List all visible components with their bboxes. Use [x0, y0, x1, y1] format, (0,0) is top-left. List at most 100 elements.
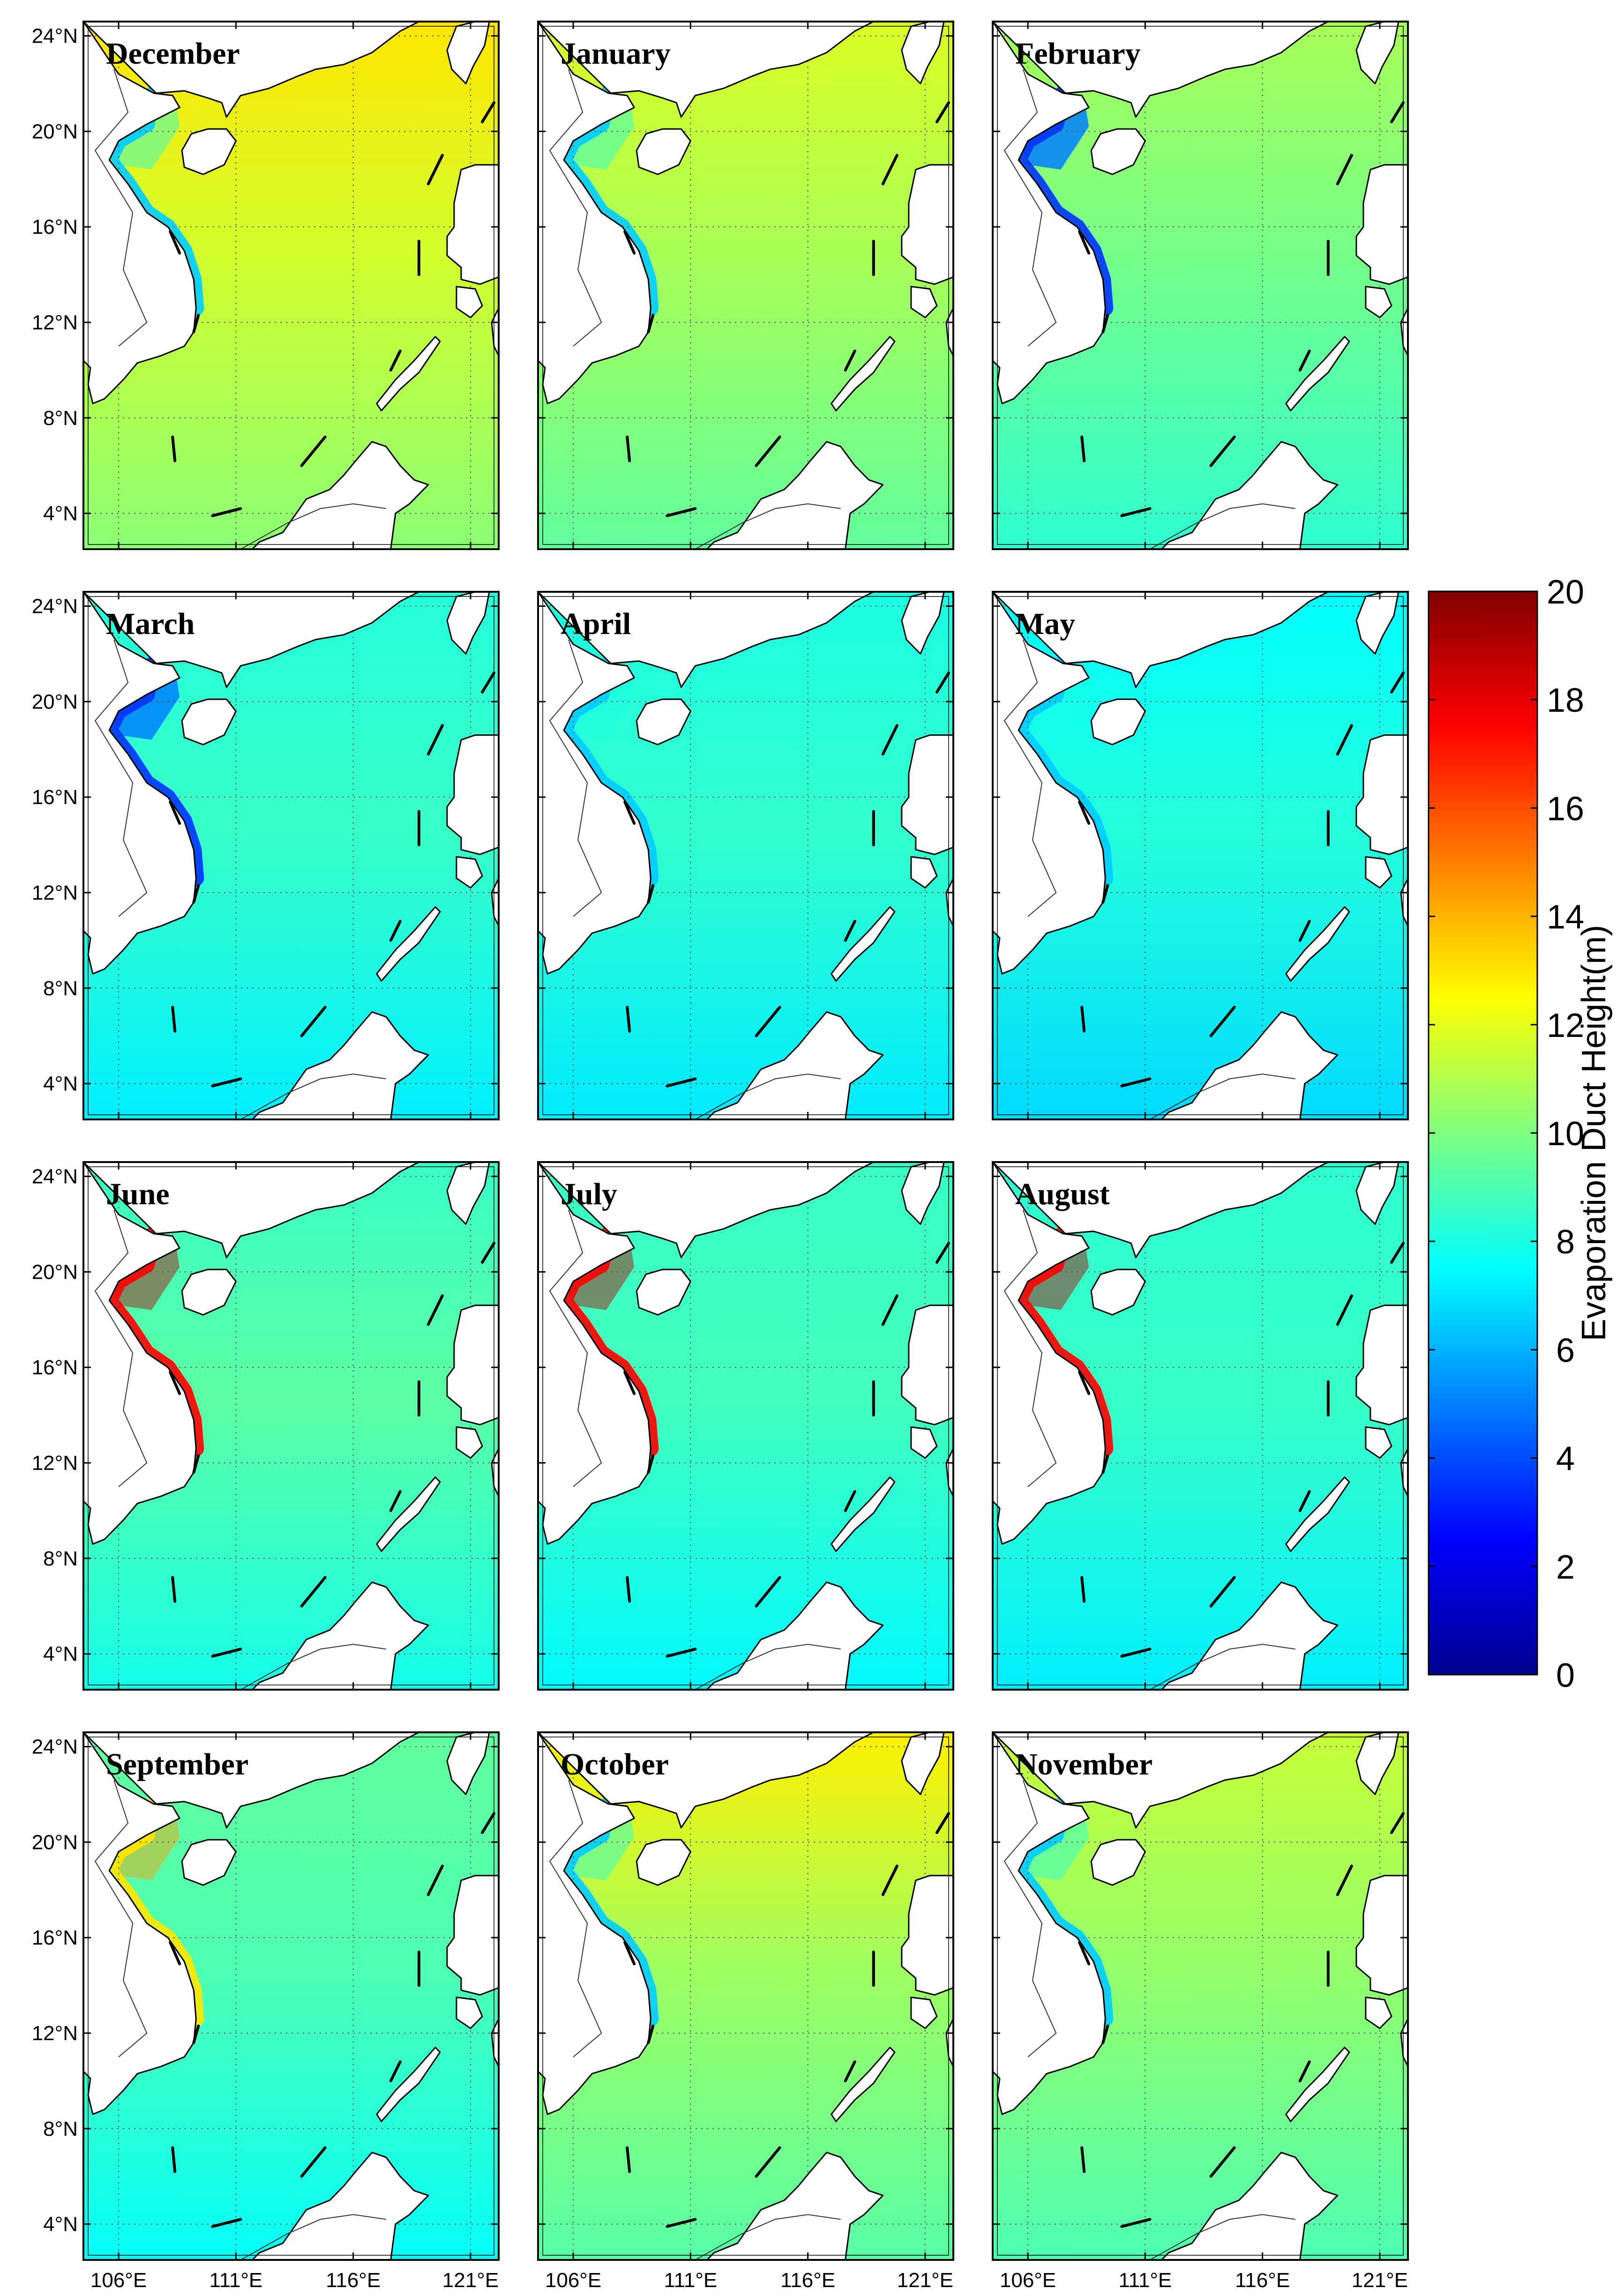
land-polygon — [1355, 164, 1408, 285]
land-polygon — [1355, 22, 1399, 84]
land-polygon — [1090, 698, 1146, 745]
boundary-dash — [1078, 1371, 1091, 1395]
land-polygon — [1285, 906, 1350, 982]
land-polygon — [446, 592, 490, 655]
y-tick-label: 12°N — [32, 1452, 78, 1475]
map-panel-october: October 106°E 111°E 116°E 121°E — [537, 1731, 954, 2292]
land-polygon — [901, 1875, 953, 1996]
boundary-dash — [1101, 2024, 1109, 2044]
boundary-dash — [211, 1647, 242, 1658]
land-polygon — [83, 592, 420, 688]
panel-frame — [537, 21, 954, 550]
border-line — [1149, 1073, 1295, 1119]
y-tick-label: 4°N — [43, 1643, 78, 1666]
land-polygon — [376, 906, 441, 982]
boundary-dash — [192, 313, 200, 334]
colorbar-tick-label: 16 — [1547, 790, 1584, 827]
panel-inner-frame — [997, 1166, 1404, 1685]
y-tick-label: 24°N — [32, 1165, 78, 1188]
land-polygon — [993, 1162, 1106, 1545]
colorbar-tick-label: 4 — [1556, 1440, 1575, 1478]
panel-frame — [992, 1731, 1409, 2261]
boundary-dash — [427, 724, 444, 756]
panel-title: April — [561, 607, 631, 641]
boundary-dash — [192, 2024, 200, 2044]
panel-frame — [82, 591, 500, 1120]
land-polygon — [831, 2047, 896, 2122]
boundary-dash — [1336, 154, 1353, 186]
land-polygon — [1111, 1581, 1339, 1690]
boundary-dash — [1336, 724, 1353, 756]
land-polygon — [910, 856, 938, 889]
boundary-dash — [481, 1242, 495, 1264]
boundary-dash — [626, 1576, 631, 1603]
land-polygon — [1365, 286, 1392, 319]
land-polygon — [1355, 1875, 1408, 1996]
land-polygon — [202, 441, 429, 549]
land-polygon — [901, 1162, 945, 1225]
boundary-dash — [1080, 1006, 1086, 1033]
land-polygon — [1355, 1162, 1399, 1225]
y-tick-label: 16°N — [32, 1356, 78, 1379]
land-polygon — [538, 1162, 875, 1259]
panel-inner-frame — [542, 596, 949, 1115]
y-tick-label: 8°N — [43, 407, 78, 430]
y-tick-label: 12°N — [32, 881, 78, 904]
colorbar-tick-label: 12 — [1547, 1007, 1584, 1044]
land-polygon — [993, 22, 1329, 118]
y-tick-label: 16°N — [32, 216, 78, 239]
y-tick-label: 24°N — [32, 595, 78, 618]
land-polygon — [376, 336, 441, 411]
land-polygon — [181, 698, 237, 745]
colorbar: 0 2 4 6 8 10 12 14 16 18 20 Evaporation Duct Heigh… — [1428, 574, 1613, 1694]
border-line — [695, 1644, 841, 1690]
border-line — [94, 1209, 148, 1487]
land-polygon — [376, 1476, 441, 1552]
y-tick-label: 12°N — [32, 311, 78, 334]
border-line — [549, 639, 602, 917]
land-polygon — [657, 441, 884, 549]
land-polygon — [83, 1732, 197, 2115]
colorbar-tick-label: 6 — [1556, 1332, 1575, 1369]
boundary-dash — [171, 435, 177, 462]
land-polygon — [1111, 1011, 1339, 1119]
land-polygon — [1111, 2152, 1339, 2260]
border-line — [549, 69, 602, 347]
panel-frame — [992, 21, 1409, 550]
boundary-dash — [1078, 1941, 1091, 1966]
land-polygon — [901, 734, 953, 855]
boundary-dash — [755, 1006, 781, 1037]
land-polygon — [83, 22, 420, 118]
land-polygon — [636, 128, 691, 175]
boundary-dash — [300, 435, 327, 467]
panels-grid: December 24°N 20°N 16°N 12°N 8°N 4°N January Feb… — [32, 21, 1409, 2292]
panel-frame — [82, 1731, 500, 2261]
map-panel-july: July — [537, 1161, 954, 1691]
land-polygon — [202, 1581, 429, 1690]
panel-inner-frame — [88, 26, 494, 545]
boundary-dash — [666, 2218, 697, 2228]
boundary-dash — [1336, 1864, 1353, 1896]
boundary-dash — [844, 350, 856, 372]
boundary-dash — [844, 920, 856, 942]
land-polygon — [1090, 1839, 1146, 1886]
boundary-dash — [844, 1490, 856, 1512]
boundary-dash — [1390, 671, 1405, 693]
map-panel-may: May — [992, 591, 1409, 1120]
boundary-dash — [1080, 435, 1086, 462]
boundary-dash — [1209, 435, 1236, 467]
border-line — [240, 2214, 386, 2260]
boundary-dash — [755, 2146, 781, 2178]
land-polygon — [1355, 734, 1408, 855]
land-polygon — [456, 1997, 483, 2029]
land-polygon — [901, 1732, 945, 1795]
land-polygon — [376, 2047, 441, 2122]
border-line — [94, 69, 148, 347]
land-polygon — [910, 1426, 938, 1459]
land-polygon — [831, 1476, 896, 1552]
land-polygon — [831, 906, 896, 982]
panel-inner-frame — [542, 1166, 949, 1685]
land-polygon — [1355, 1732, 1399, 1795]
boundary-dash — [481, 671, 495, 693]
border-line — [1003, 1780, 1057, 2057]
